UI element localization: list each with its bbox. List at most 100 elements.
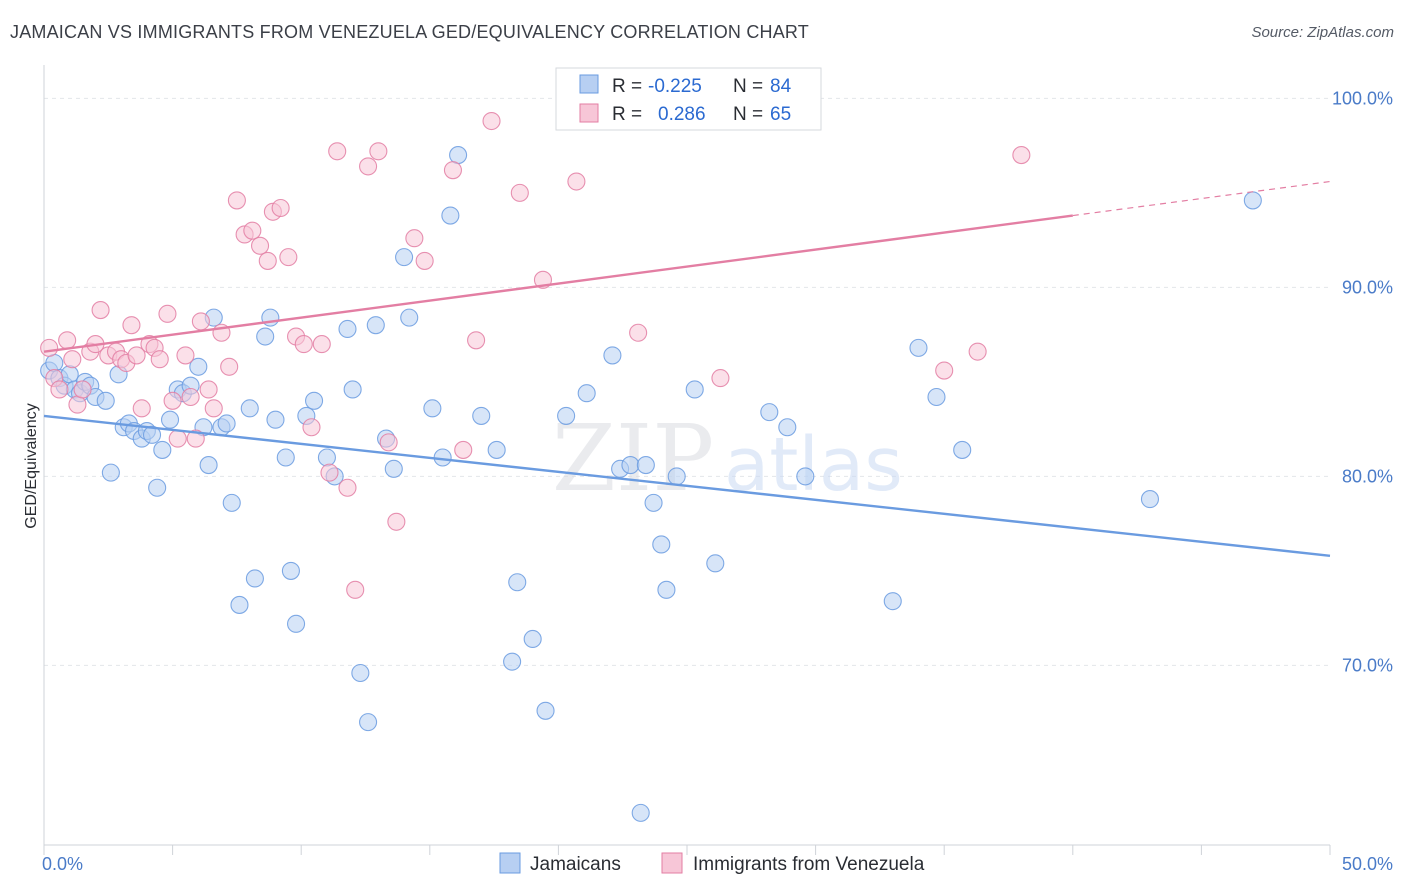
point-series0-76: [706, 554, 725, 573]
point-series1-45: [338, 478, 357, 497]
point-series1-24: [181, 387, 200, 407]
point-series1-5: [68, 395, 87, 414]
point-series1-52: [415, 251, 434, 270]
point-series0-77: [760, 403, 779, 422]
legend-n-value-jamaicans: 84: [770, 76, 792, 97]
point-series0-18: [142, 425, 162, 444]
point-series1-56: [482, 111, 501, 131]
point-series0-49: [366, 316, 385, 335]
point-series1-42: [312, 335, 331, 354]
point-series1-63: [935, 361, 954, 380]
point-series0-73: [657, 580, 676, 599]
point-series1-35: [258, 251, 277, 270]
point-series1-59: [567, 172, 586, 191]
series-venezuela-points: [40, 89, 1031, 599]
point-series1-40: [294, 335, 313, 354]
point-series1-33: [243, 221, 262, 240]
point-series0-84: [1140, 490, 1160, 509]
point-series1-50: [387, 512, 406, 531]
point-series0-20: [153, 440, 172, 459]
point-series1-44: [328, 142, 347, 161]
legend-r-value-jamaicans: -0.225: [648, 76, 702, 97]
point-series1-6: [73, 380, 92, 399]
point-series0-27: [199, 456, 218, 475]
legend-n-value-venezuela: 65: [770, 104, 791, 125]
stats-legend-box: [555, 67, 822, 131]
point-series1-53: [443, 161, 462, 180]
point-series0-53: [400, 308, 419, 327]
point-series0-39: [281, 561, 300, 580]
chart-title: JAMAICAN VS IMMIGRANTS FROM VENEZUELA GE…: [10, 22, 809, 42]
point-series0-63: [536, 701, 555, 720]
point-series0-83: [953, 440, 972, 459]
point-series0-47: [351, 663, 370, 683]
point-series0-56: [441, 206, 460, 225]
point-series0-51: [384, 459, 403, 478]
point-series0-72: [652, 535, 671, 554]
point-series0-46: [343, 380, 362, 399]
point-series0-68: [621, 456, 640, 475]
y-axis-label: GED/Equivalency: [23, 403, 40, 528]
point-series0-21: [160, 410, 180, 429]
legend-swatch-jamaicans: [579, 74, 599, 94]
point-series1-22: [168, 429, 187, 448]
point-series0-4: [60, 365, 79, 384]
axes: [43, 65, 1331, 855]
point-series0-58: [472, 406, 491, 425]
point-series1-41: [302, 418, 321, 437]
y-tick-label-0: 100.0%: [1332, 88, 1393, 108]
point-series0-52: [395, 248, 414, 267]
point-series1-49: [379, 433, 398, 452]
point-series0-37: [266, 410, 285, 429]
point-series0-85: [1243, 191, 1262, 210]
series-legend: Jamaicans Immigrants from Venezuela: [499, 852, 925, 875]
point-series1-51: [405, 229, 424, 248]
trend-lines: [43, 180, 1331, 557]
point-series0-60: [503, 652, 522, 671]
point-series0-25: [189, 357, 208, 376]
point-series0-81: [909, 338, 928, 357]
point-series0-66: [603, 346, 622, 365]
watermark: ZIP atlas: [552, 405, 903, 512]
point-series1-15: [127, 346, 146, 365]
point-series1-27: [199, 380, 218, 399]
point-series0-71: [644, 493, 663, 512]
point-series0-79: [796, 467, 815, 486]
point-series0-31: [222, 493, 241, 512]
point-series0-57: [449, 146, 468, 165]
point-series1-54: [454, 440, 473, 459]
point-series1-0: [40, 338, 59, 357]
point-series0-1: [45, 353, 64, 373]
point-series1-61: [629, 323, 648, 342]
point-series1-55: [467, 331, 486, 350]
point-series1-57: [510, 183, 529, 202]
point-series0-40: [287, 614, 306, 633]
point-series0-34: [245, 569, 264, 588]
point-series1-48: [369, 142, 388, 161]
point-series1-26: [191, 312, 210, 331]
trend-line-series0: [43, 414, 1331, 557]
point-series0-33: [240, 399, 259, 418]
y-tick-label-1: 90.0%: [1342, 277, 1393, 297]
stats-legend: R = -0.225 N = 84 R = 0.286 N = 65: [555, 67, 822, 131]
legend-swatch-venezuela: [579, 103, 599, 123]
watermark-atlas: atlas: [724, 422, 903, 508]
point-series0-45: [338, 319, 357, 339]
y-tick-labels: 100.0% 90.0% 80.0% 70.0%: [1332, 88, 1393, 675]
grid-lines: [44, 97, 1330, 666]
point-series0-62: [523, 629, 542, 649]
point-series0-61: [508, 573, 527, 592]
legend-r-value-venezuela: 0.286: [658, 104, 706, 125]
point-series0-82: [927, 387, 946, 407]
point-series0-10: [96, 391, 115, 410]
point-series0-75: [685, 380, 704, 399]
legend-n-label-jamaicans: N =: [733, 76, 763, 97]
point-series1-38: [279, 248, 298, 267]
point-series0-42: [305, 391, 324, 410]
point-series1-14: [122, 316, 141, 335]
chart-source: Source: ZipAtlas.com: [1251, 24, 1394, 41]
trend-line-series1: [43, 214, 1073, 353]
point-series0-69: [631, 803, 650, 822]
point-series1-65: [1012, 146, 1031, 165]
